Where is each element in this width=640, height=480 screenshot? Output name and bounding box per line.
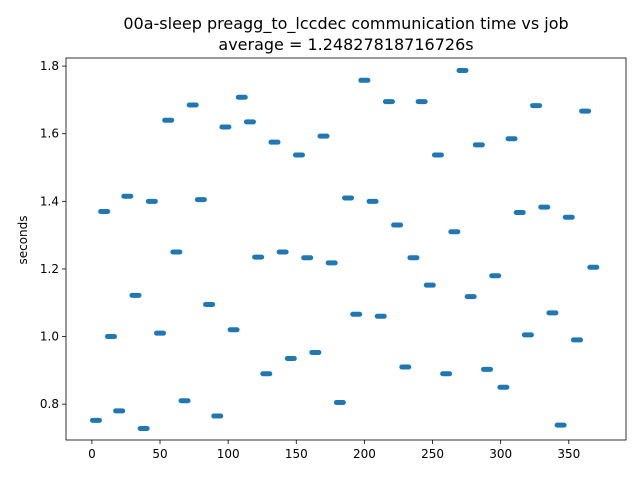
x-tick-label: 300 — [489, 447, 512, 461]
chart-title: 00a-sleep preagg_to_lccdec communication… — [123, 14, 568, 34]
y-axis-label: seconds — [16, 215, 30, 264]
data-point — [98, 208, 111, 214]
data-point — [587, 264, 600, 270]
data-point — [186, 102, 199, 108]
data-point — [554, 422, 567, 428]
data-point — [448, 229, 461, 235]
data-point — [374, 313, 387, 319]
data-point — [530, 103, 543, 109]
data-point — [513, 209, 526, 215]
data-point — [170, 249, 183, 255]
data-point — [333, 399, 346, 405]
data-point — [538, 204, 551, 210]
x-tick-label: 100 — [217, 447, 240, 461]
x-tick-label: 200 — [353, 447, 376, 461]
data-point — [366, 198, 379, 204]
data-point — [162, 117, 175, 123]
data-point — [431, 152, 444, 158]
x-tick-label: 50 — [152, 447, 167, 461]
data-point — [317, 133, 330, 139]
data-point — [464, 294, 477, 300]
y-tick-label: 1.6 — [40, 127, 59, 141]
chart-subtitle: average = 1.24827818716726s — [218, 35, 473, 54]
data-point — [276, 249, 289, 255]
y-tick-label: 0.8 — [40, 397, 59, 411]
data-point — [227, 327, 240, 333]
y-tick-label: 1.4 — [40, 194, 59, 208]
data-point — [252, 254, 265, 260]
data-point — [350, 311, 363, 317]
data-point — [423, 282, 436, 288]
x-tick-label: 0 — [88, 447, 96, 461]
y-tick-label: 1.0 — [40, 330, 59, 344]
data-point — [489, 273, 502, 279]
data-point — [391, 222, 404, 228]
data-point — [342, 195, 355, 201]
data-point — [505, 136, 518, 142]
data-point — [203, 301, 216, 307]
data-point — [211, 413, 224, 419]
data-point — [562, 214, 575, 220]
data-point — [178, 398, 191, 404]
data-point — [456, 68, 469, 74]
data-point — [472, 142, 485, 148]
data-point — [194, 197, 207, 203]
data-point — [579, 108, 592, 114]
plot-frame — [65, 57, 627, 441]
x-tick-label: 250 — [421, 447, 444, 461]
data-point — [415, 99, 428, 105]
data-point — [268, 139, 281, 145]
data-point — [546, 310, 559, 316]
data-point — [399, 364, 412, 370]
data-point — [358, 77, 371, 83]
axis-ticks: 0 50 100 150 200 250 300 350 0.8 1.0 1.2 1.4 1.6 1.8 — [40, 59, 580, 461]
data-point — [309, 349, 322, 355]
data-point — [292, 152, 305, 158]
data-point — [154, 330, 167, 336]
data-point — [104, 334, 117, 340]
y-tick-label: 1.8 — [40, 59, 59, 73]
data-point — [145, 198, 158, 204]
data-point — [137, 426, 150, 432]
data-point — [497, 384, 510, 390]
y-tick-label: 1.2 — [40, 262, 59, 276]
data-point — [382, 99, 395, 105]
data-point — [325, 260, 338, 266]
data-points — [89, 68, 600, 432]
data-point — [219, 124, 232, 130]
data-point — [301, 255, 314, 261]
data-point — [129, 292, 142, 298]
x-tick-label: 150 — [285, 447, 308, 461]
data-point — [570, 337, 583, 343]
data-point — [89, 417, 102, 423]
data-point — [284, 356, 297, 362]
data-point — [121, 193, 134, 199]
data-point — [260, 371, 273, 377]
data-point — [113, 408, 126, 414]
x-tick-label: 350 — [557, 447, 580, 461]
data-point — [481, 366, 494, 372]
data-point — [407, 255, 420, 261]
data-point — [521, 332, 534, 338]
data-point — [243, 119, 256, 125]
data-point — [235, 94, 248, 100]
data-point — [440, 371, 453, 377]
